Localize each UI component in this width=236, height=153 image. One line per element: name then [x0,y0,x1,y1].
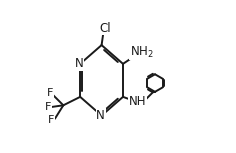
Text: NH$_2$: NH$_2$ [130,45,153,60]
Text: Cl: Cl [99,22,111,35]
Text: F: F [47,88,53,99]
Text: N: N [75,57,84,70]
Text: NH: NH [129,95,146,108]
Text: F: F [48,116,55,125]
Text: F: F [45,102,51,112]
Text: N: N [96,109,105,122]
